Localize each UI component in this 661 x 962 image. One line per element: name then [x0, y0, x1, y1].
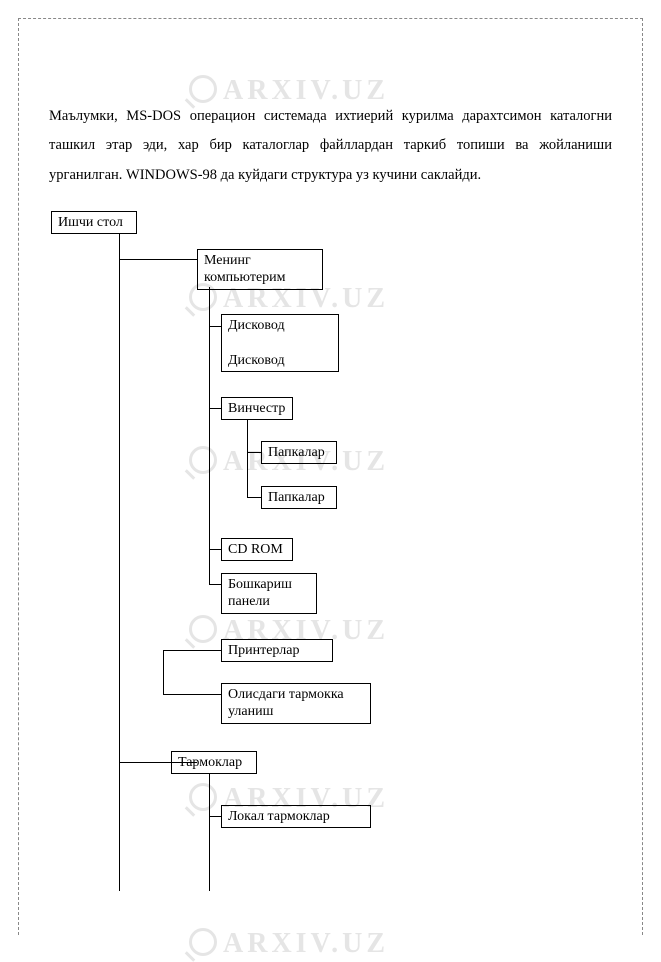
- tree-node-cdrom: CD ROM: [221, 538, 293, 562]
- tree-node-papka1: Папкалар: [261, 441, 337, 465]
- tree-node-control: Бошкариш панели: [221, 573, 317, 614]
- tree-node-diskovod: Дисковод Дисковод: [221, 314, 339, 373]
- tree-node-papka2: Папкалар: [261, 486, 337, 510]
- tree-node-mycomp: Менинг компьютерим: [197, 249, 323, 290]
- tree-node-localnet: Локал тармоклар: [221, 805, 371, 829]
- tree-diagram: Ишчи стол Менинг компьютерим Дисковод Диск…: [49, 211, 612, 891]
- tree-node-root: Ишчи стол: [51, 211, 137, 235]
- tree-node-networks: Тармоклар: [171, 751, 257, 775]
- tree-node-vinchestr: Винчестр: [221, 397, 293, 421]
- tree-node-printers: Принтерлар: [221, 639, 333, 663]
- tree-node-remote: Олисдаги тармокка уланиш: [221, 683, 371, 724]
- body-paragraph: Маълумки, MS-DOS операцион системада ихт…: [49, 102, 612, 191]
- watermark-text: ARXIV.UZ: [223, 928, 389, 959]
